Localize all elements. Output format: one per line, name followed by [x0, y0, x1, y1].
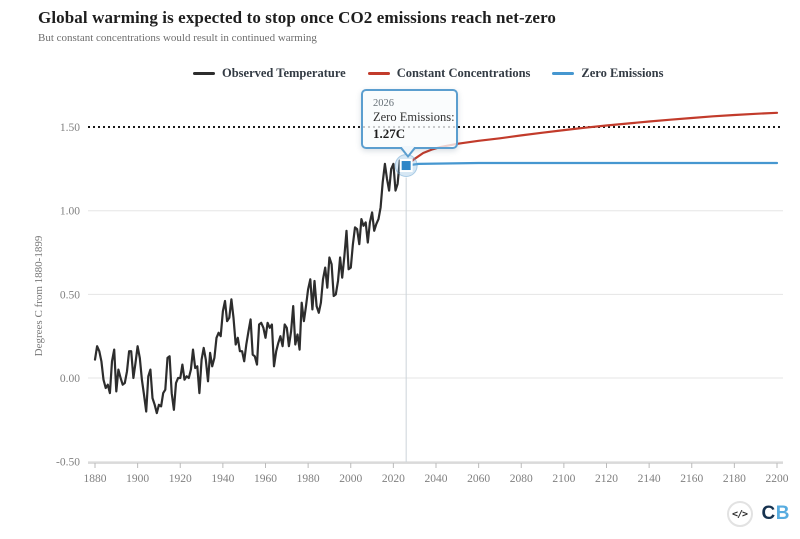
x-tick-label: 2040 [425, 473, 448, 485]
x-tick-label: 2100 [552, 473, 575, 485]
legend-label: Zero Emissions [581, 66, 664, 80]
y-tick-label: -0.50 [56, 457, 80, 469]
carbon-brief-logo[interactable]: CB [762, 503, 790, 525]
x-tick-label: 2080 [510, 473, 533, 485]
x-tick-label: 2180 [723, 473, 746, 485]
x-tick-label: 2000 [339, 473, 362, 485]
zero-line-swatch-icon [552, 72, 575, 75]
code-icon: </> [732, 508, 748, 520]
embed-code-button[interactable]: </> [726, 501, 753, 527]
footer-brand: </> CB [726, 501, 790, 527]
y-tick-label: 0.00 [60, 373, 80, 385]
legend-label: Constant Concentrations [396, 66, 531, 80]
legend-label: Observed Temperature [222, 66, 346, 80]
x-tick-label: 2160 [680, 473, 703, 485]
page-title: Global warming is expected to stop once … [38, 8, 557, 27]
x-tick-label: 1900 [126, 473, 149, 485]
tooltip-year: 2026 [373, 98, 394, 109]
y-tick-label: 0.50 [60, 289, 80, 301]
x-tick-label: 2120 [595, 473, 618, 485]
page-subtitle: But constant concentrations would result… [38, 32, 317, 44]
x-tick-label: 1920 [169, 473, 192, 485]
y-tick-label: 1.50 [60, 122, 80, 134]
observed-line-swatch-icon [193, 72, 215, 75]
y-tick-label: 1.00 [60, 206, 80, 218]
series-line-observed-temperature[interactable] [93, 159, 408, 415]
x-tick-label: 2060 [467, 473, 490, 485]
tooltip: 2026 Zero Emissions: 1.27C [361, 89, 458, 158]
x-tick-label: 1940 [211, 473, 234, 485]
logo-letter-c: C [761, 503, 776, 524]
x-tick-label: 1960 [254, 473, 277, 485]
y-axis-title: Degrees C from 1880-1899 [33, 235, 45, 356]
legend: Observed Temperature Constant Concentrat… [193, 66, 663, 81]
legend-item-constant-concentrations[interactable]: Constant Concentrations [367, 66, 531, 81]
x-tick-label: 2020 [382, 473, 405, 485]
logo-letter-b: B [775, 503, 790, 524]
x-tick-label: 1980 [297, 473, 320, 485]
series-line-zero-emissions[interactable] [405, 161, 779, 167]
tooltip-series-label: Zero Emissions: [373, 110, 455, 124]
zero-emissions-marker[interactable] [399, 159, 413, 173]
legend-item-observed-temperature[interactable]: Observed Temperature [193, 66, 346, 81]
tooltip-arrow-icon [401, 146, 415, 155]
constant-line-swatch-icon [367, 72, 390, 75]
legend-item-zero-emissions[interactable]: Zero Emissions [552, 66, 663, 81]
x-tick-label: 2140 [638, 473, 661, 485]
tooltip-value: 1.27C [373, 126, 406, 141]
series-line-constant-concentrations[interactable] [405, 111, 779, 167]
x-tick-label: 1880 [84, 473, 107, 485]
x-tick-label: 2200 [766, 473, 789, 485]
